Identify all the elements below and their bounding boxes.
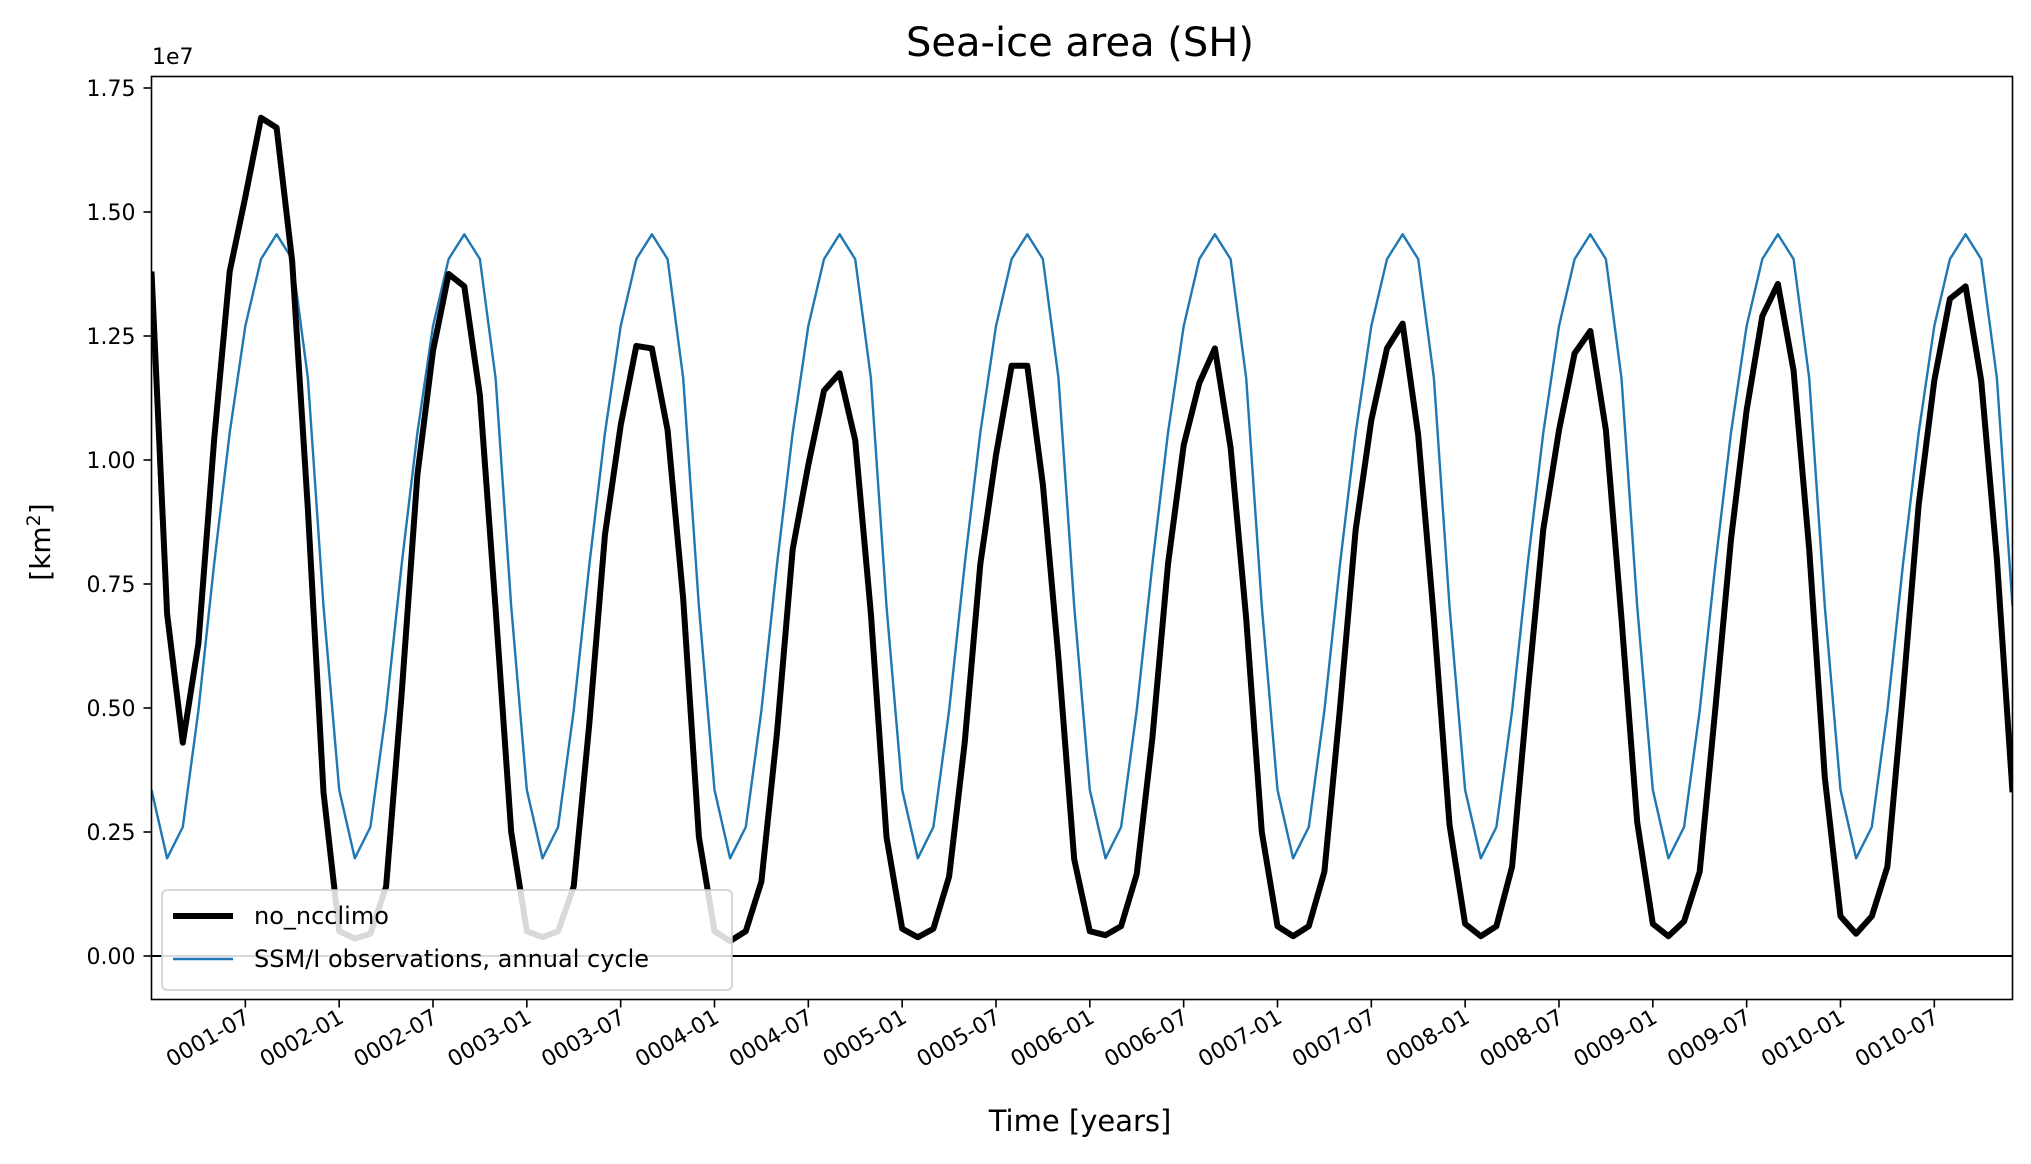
x-tick-label: 0008-01	[1382, 1005, 1474, 1073]
x-tick-label: 0002-01	[256, 1005, 348, 1073]
x-tick-label: 0007-01	[1194, 1005, 1286, 1073]
plot-frame	[150, 75, 2014, 1001]
x-tick-label: 0006-07	[1101, 1005, 1193, 1073]
y-axis-label: [km2]	[23, 503, 57, 580]
x-axis: 0001-07 0002-01 0002-07 0003-01 0003-07 0004-…	[162, 999, 1943, 1073]
legend: no_ncclimo SSM/I observations, annual cy…	[161, 889, 733, 991]
x-axis-label: Time [years]	[988, 1104, 1172, 1138]
x-tick-label: 0003-07	[538, 1005, 630, 1073]
y-offset-label: 1e7	[152, 45, 194, 70]
x-tick-label: 0002-07	[350, 1005, 442, 1073]
y-tick-label: 1.75	[87, 77, 136, 102]
x-tick-label: 0009-07	[1664, 1005, 1756, 1073]
chart-title: Sea-ice area (SH)	[906, 20, 1254, 66]
y-tick-label: 0.25	[87, 821, 136, 846]
series-line-no-ncclimo	[151, 114, 2013, 945]
legend-label-ssmi: SSM/I observations, annual cycle	[254, 945, 649, 973]
series-layer	[151, 114, 2013, 945]
y-axis: 0.00 0.25 0.50 0.75 1.00 1.25 1.50 1.75	[87, 77, 152, 970]
y-tick-label: 0.50	[87, 697, 136, 722]
series-line-ssmi-observations	[151, 233, 2013, 860]
y-tick-label: 1.50	[87, 201, 136, 226]
y-tick-label: 0.75	[87, 573, 136, 598]
x-tick-label: 0001-07	[162, 1005, 254, 1073]
x-tick-label: 0005-01	[819, 1005, 911, 1073]
y-axis-label-superscript: 2	[23, 514, 45, 526]
legend-box	[161, 889, 733, 991]
legend-label-no-ncclimo: no_ncclimo	[254, 902, 389, 930]
x-tick-label: 0009-01	[1570, 1005, 1662, 1073]
y-tick-label: 0.00	[87, 945, 136, 970]
y-tick-label: 1.25	[87, 325, 136, 350]
x-tick-label: 0005-07	[913, 1005, 1005, 1073]
x-tick-label: 0010-07	[1851, 1005, 1943, 1073]
x-tick-label: 0007-07	[1288, 1005, 1380, 1073]
x-tick-label: 0008-07	[1476, 1005, 1568, 1073]
x-tick-label: 0010-01	[1757, 1005, 1849, 1073]
plot-area	[150, 75, 2014, 1001]
y-tick-label: 1.00	[87, 449, 136, 474]
x-tick-label: 0006-01	[1007, 1005, 1099, 1073]
x-tick-label: 0003-01	[444, 1005, 536, 1073]
x-tick-label: 0004-01	[631, 1005, 723, 1073]
x-tick-label: 0004-07	[725, 1005, 817, 1073]
